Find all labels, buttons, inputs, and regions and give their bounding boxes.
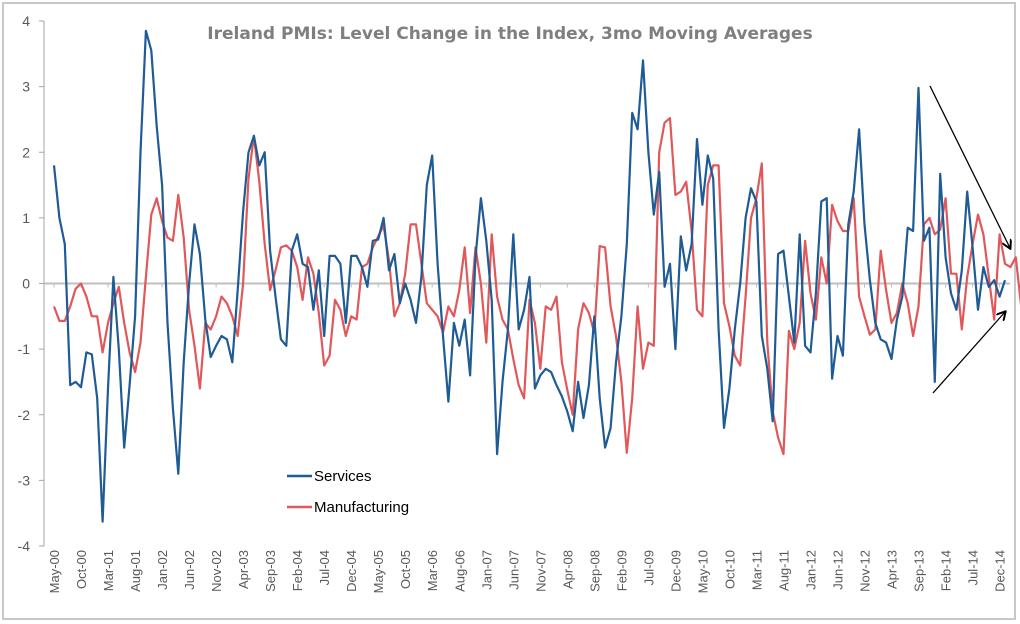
x-tick-label: Nov-07 [533,550,548,592]
x-tick-label: Mar-01 [101,550,116,591]
legend-label-services: Services [314,468,372,485]
y-tick-label: 2 [22,144,30,160]
plot-lines [52,29,1020,523]
x-tick-label: Feb-09 [614,550,629,591]
y-axis: 4 3 2 1 0 -1 -2 -3 -4 [18,13,45,554]
annotation-arrows [929,85,1010,394]
x-tick-label: Mar-11 [749,550,764,590]
x-tick-label: Dec-04 [344,550,359,592]
arrow-up-converging [932,312,1005,394]
x-tick-label: Aug-01 [128,550,143,592]
y-tick-label: 0 [22,276,30,292]
x-tick-label: Sep-08 [587,550,602,592]
x-tick-label: Jun-07 [506,550,521,590]
y-tick-label: -1 [18,341,31,357]
x-tick-label: Dec-14 [993,550,1008,592]
x-tick-label: May-00 [47,550,62,593]
x-tick-label: Mar-06 [425,550,440,591]
x-tick-label: Jan-02 [155,550,170,590]
x-tick-label: Apr-03 [236,550,251,589]
x-tick-label: Oct-05 [398,550,413,589]
arrow-down-converging [929,85,1010,248]
x-tick-label: Jun-12 [830,550,845,590]
x-tick-label: Oct-10 [722,550,737,589]
x-tick-label: Aug-11 [776,550,791,591]
y-tick-label: -3 [18,472,31,488]
series-line-services [52,29,1007,523]
legend-label-manufacturing: Manufacturing [314,499,409,516]
y-tick-label: 4 [22,13,30,29]
legend: Services Manufacturing [287,468,409,516]
x-tick-label: Nov-02 [209,550,224,592]
x-tick-label: Nov-12 [858,550,873,592]
x-tick-label: Jan-12 [803,550,818,590]
x-tick-label: Oct-00 [74,550,89,589]
x-tick-label: Feb-14 [939,550,954,591]
y-tick-label: 1 [22,210,30,226]
x-tick-label: Apr-08 [560,550,575,589]
x-tick-label: Jan-07 [479,550,494,590]
x-tick-label: Feb-04 [290,550,305,591]
y-tick-label: 3 [22,79,30,95]
x-tick-label: Jun-02 [182,550,197,590]
series-line-manufacturing [52,116,1020,456]
x-tick-label: Jul-09 [641,550,656,585]
x-tick-label: May-10 [695,550,710,593]
chart-title: Ireland PMIs: Level Change in the Index,… [207,24,812,44]
x-tick-label: May-05 [371,550,386,593]
x-tick-label: Aug-06 [452,550,467,592]
x-tick-label: Dec-09 [668,550,683,592]
y-tick-label: -4 [18,538,31,554]
x-tick-label: Jul-04 [317,550,332,585]
x-axis: May-00 Oct-00 Mar-01 Aug-01 Jan-02 Jun-02 Nov-… [44,282,1010,593]
x-tick-label: Jul-14 [966,550,981,585]
x-tick-label: Apr-13 [885,550,900,589]
x-tick-label: Sep-03 [263,550,278,592]
x-tick-label: Sep-13 [912,550,927,592]
y-tick-label: -2 [18,407,31,423]
